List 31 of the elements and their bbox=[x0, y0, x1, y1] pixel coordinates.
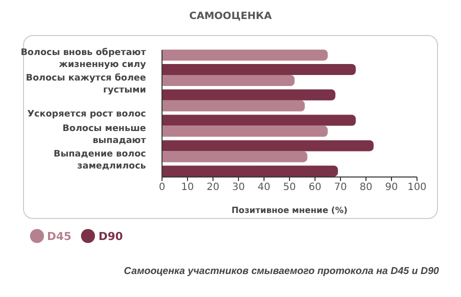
x-tick-label: 60 bbox=[308, 182, 322, 194]
bar bbox=[162, 89, 336, 100]
y-tick-label: Волосы вновь обретают жизненную силу bbox=[20, 46, 147, 70]
bar bbox=[162, 75, 295, 86]
chart-title: САМООЦЕНКА bbox=[188, 11, 273, 22]
bar bbox=[162, 114, 356, 126]
legend-label: D45 bbox=[47, 230, 72, 242]
bar bbox=[162, 64, 356, 75]
x-tick-label: 0 bbox=[158, 182, 166, 194]
x-tick-label: 30 bbox=[232, 182, 245, 194]
x-tick-label: 80 bbox=[360, 182, 372, 194]
x-tick-label: 10 bbox=[181, 182, 194, 194]
bar bbox=[162, 140, 374, 152]
x-tick-label: 90 bbox=[385, 182, 398, 194]
bar bbox=[162, 50, 328, 61]
x-tick-label: 40 bbox=[258, 182, 270, 194]
bar bbox=[162, 166, 338, 177]
bar bbox=[162, 100, 305, 112]
bar bbox=[162, 126, 328, 137]
legend-label: D90 bbox=[98, 230, 123, 242]
x-tick-label: 50 bbox=[283, 182, 296, 194]
y-tick-label: Волосы меньше выпадают bbox=[62, 124, 147, 146]
x-axis-title: Позитивное мнение (%) bbox=[232, 206, 348, 216]
x-tick-label: 20 bbox=[206, 182, 220, 194]
text: Самооценка участников смываемого протокола на D45 и D90 bbox=[124, 266, 439, 277]
y-tick-label: Ускоряется рост волос bbox=[27, 110, 146, 120]
x-tick-label: 100 bbox=[407, 182, 427, 194]
y-tick-label: Волосы кажутся более густыми bbox=[26, 72, 146, 96]
y-tick-label: Выпадение волос замедлилось bbox=[54, 149, 146, 172]
bar bbox=[162, 151, 308, 162]
x-tick-label: 70 bbox=[334, 182, 347, 194]
